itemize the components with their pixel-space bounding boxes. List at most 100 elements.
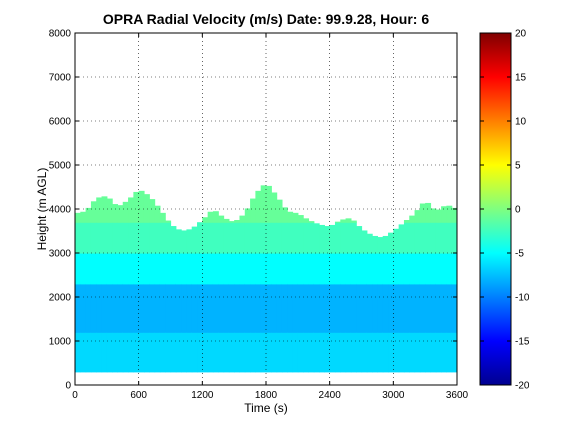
colorbar-tick-label: 0 — [515, 205, 521, 216]
heat-cell — [128, 283, 134, 333]
heat-cell — [435, 283, 442, 333]
heat-cell — [75, 283, 81, 333]
heat-cell — [165, 332, 172, 373]
heat-cell — [382, 332, 389, 373]
heat-cell — [228, 222, 235, 254]
heat-cell — [80, 222, 87, 254]
heat-cell — [372, 283, 379, 333]
heat-cell — [414, 332, 421, 373]
heat-cell — [170, 283, 177, 333]
heat-cell — [329, 253, 336, 285]
heat-cell — [143, 283, 150, 333]
heat-cell — [191, 226, 198, 254]
heat-cell — [409, 253, 416, 285]
heat-cell — [133, 253, 140, 285]
heat-cell — [377, 332, 384, 373]
heat-cell — [334, 222, 341, 254]
heat-cell — [403, 253, 410, 285]
heat-cell — [303, 332, 310, 373]
heat-cell — [441, 283, 447, 333]
heat-cell — [218, 222, 225, 254]
heat-cell — [292, 212, 299, 223]
heat-cell — [149, 253, 156, 285]
heat-cell — [90, 201, 97, 223]
heat-cell — [266, 185, 272, 223]
colorbar-tick-label: 15 — [515, 73, 527, 84]
heat-cell — [128, 332, 134, 373]
heat-cell — [377, 237, 384, 254]
heat-cell — [250, 253, 256, 285]
heat-cell — [186, 283, 193, 333]
heat-cell — [234, 332, 241, 373]
heat-cell — [260, 222, 267, 254]
heat-cell — [106, 198, 113, 223]
heat-cell — [197, 283, 203, 333]
heat-cell — [425, 283, 432, 333]
heat-cell — [212, 332, 219, 373]
heat-cell — [143, 332, 150, 373]
heat-cell — [101, 196, 108, 223]
heat-cell — [207, 283, 214, 333]
heat-cell — [276, 283, 283, 333]
heat-cell — [319, 332, 325, 373]
heat-cell — [292, 332, 299, 373]
heat-cell — [239, 253, 246, 285]
heat-cell — [345, 283, 352, 333]
x-axis-label: Time (s) — [244, 401, 288, 415]
heat-cell — [207, 222, 214, 254]
heat-cell — [75, 332, 81, 373]
heat-cell — [324, 253, 331, 285]
heat-cell — [122, 332, 129, 373]
heat-cell — [271, 283, 278, 333]
heat-cell — [366, 332, 373, 373]
heat-cell — [181, 230, 188, 254]
heat-cell — [228, 253, 235, 285]
heat-cell — [425, 332, 432, 373]
colorbar-tick-label: 5 — [515, 161, 521, 172]
heat-cell — [334, 283, 341, 333]
heat-cell — [154, 332, 161, 373]
heat-cell — [372, 332, 379, 373]
heat-cell — [393, 332, 400, 373]
colorbar-tick-label: -10 — [515, 293, 530, 304]
heat-cell — [154, 222, 161, 254]
heat-cell — [85, 222, 92, 254]
colorbar — [479, 32, 512, 386]
heat-cell — [430, 208, 437, 223]
heat-cell — [90, 222, 97, 254]
heat-cell — [345, 332, 352, 373]
heat-cell — [446, 253, 453, 285]
heat-cell — [202, 332, 209, 373]
heat-cell — [128, 197, 134, 223]
heat-cell — [175, 229, 182, 254]
heat-cell — [149, 199, 156, 223]
heat-cell — [281, 253, 288, 285]
heat-cell — [334, 332, 341, 373]
y-tick-label: 8000 — [49, 29, 72, 40]
heat-cell — [143, 253, 150, 285]
heat-cell — [90, 283, 97, 333]
heat-cell — [239, 222, 246, 254]
heat-cell — [75, 222, 81, 254]
heat-cell — [96, 222, 103, 254]
heat-cell — [324, 332, 331, 373]
y-axis-ticks: 0 1000 2000 3000 4000 5000 6000 7000 8000 — [49, 29, 457, 392]
heat-cell — [181, 332, 188, 373]
heat-cell — [398, 253, 405, 285]
x-tick-label: 2400 — [319, 390, 342, 401]
heat-cell — [446, 283, 453, 333]
heat-cell — [255, 222, 262, 254]
heat-cell — [393, 253, 400, 285]
heat-cell — [175, 332, 182, 373]
heat-cell — [234, 220, 241, 223]
colorbar-tick-label: 10 — [515, 117, 527, 128]
heat-cell — [165, 220, 172, 223]
heat-cell — [80, 283, 87, 333]
heat-cell — [122, 222, 129, 254]
heat-cell — [255, 190, 262, 223]
heat-cell — [250, 332, 256, 373]
heat-cell — [281, 332, 288, 373]
heat-cell — [419, 222, 426, 254]
heat-cell — [112, 222, 119, 254]
